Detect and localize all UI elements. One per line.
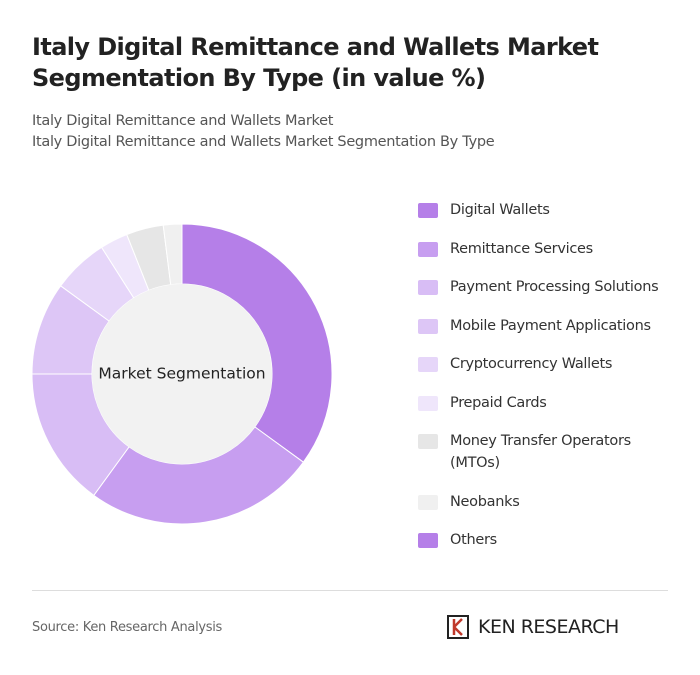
legend-item: Payment Processing Solutions [418,276,678,298]
legend-label: Payment Processing Solutions [450,279,659,295]
source: Source: Ken Research Analysis [32,620,223,635]
legend-item: Money Transfer Operators (MTOs) [418,430,678,474]
legend-label: Mobile Payment Applications [450,317,651,334]
donut-segment [93,426,305,525]
legend-item: Mobile Payment Applications [418,315,678,337]
legend-label: Remittance Services [450,240,593,257]
legend-item: Cryptocurrency Wallets [418,353,678,375]
legend-label: Digital Wallets [450,202,550,218]
brand: KEN RESEARCH [478,616,619,638]
legend-swatch [418,395,438,411]
legend-swatch [418,434,438,449]
legend-label: Prepaid Cards [450,394,547,411]
legend-swatch [418,318,438,334]
legend: Digital Wallets Remittance Services Paymen… [418,199,678,568]
legend-item: Others [418,529,678,551]
donut-hole [92,284,272,464]
legend-item: Digital Wallets [418,199,678,221]
legend-label: Money Transfer Operators (MTOs) [450,433,631,471]
center-label: Market Segmentation [98,365,265,383]
legend-item: Prepaid Cards [418,392,678,414]
chart-title: Italy Digital Remittance and Wallets Mar… [32,33,599,92]
legend-swatch [418,533,438,548]
subtitle: Italy Digital Remittance and Wallets Mar… [32,134,495,150]
subtitle: Italy Digital Remittance and Wallets Mar… [32,113,334,129]
legend-swatch [418,241,438,257]
legend-swatch [418,280,438,295]
legend-label: Others [450,532,497,548]
legend-label: Neobanks [450,493,520,510]
separator [32,590,668,591]
legend-swatch [418,357,438,372]
donut-chart: Market Segmentation [31,223,333,525]
legend-swatch [418,203,438,218]
legend-item: Remittance Services [418,238,678,260]
brand-icon [447,615,469,639]
legend-label: Cryptocurrency Wallets [450,356,613,372]
legend-item: Neobanks [418,491,678,513]
legend-swatch [418,494,438,510]
